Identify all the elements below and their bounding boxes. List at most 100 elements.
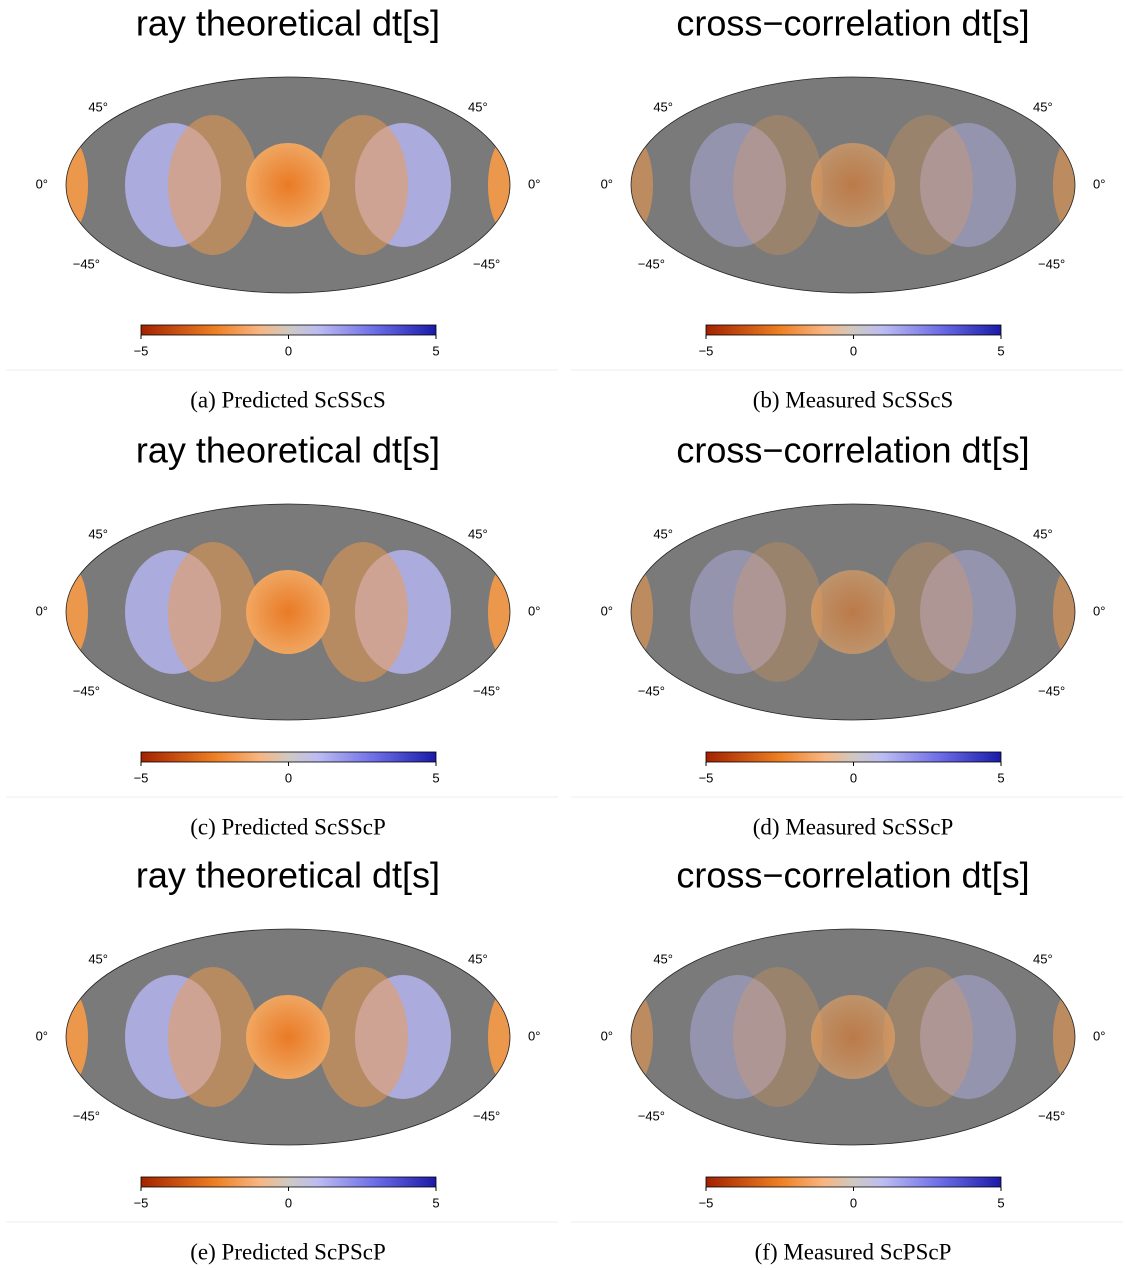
colorbar-tick-label: 0 (285, 770, 292, 785)
colorbar-tick-label: 0 (850, 770, 857, 785)
ring-patch (168, 115, 258, 255)
panel-caption: (d) Measured ScSScP (753, 814, 954, 839)
latitude-label: 0° (528, 603, 540, 618)
ring-patch (318, 542, 408, 682)
colorbar (141, 752, 436, 762)
latitude-label: 45° (88, 99, 108, 114)
panel-title: ray theoretical dt[s] (136, 3, 440, 44)
latitude-label: −45° (473, 256, 500, 271)
latitude-label: 45° (1033, 951, 1053, 966)
panel-title: ray theoretical dt[s] (136, 430, 440, 471)
latitude-label: 0° (528, 176, 540, 191)
colorbar-tick-label: 5 (432, 343, 439, 358)
colorbar-tick-label: −5 (134, 770, 149, 785)
map (44, 929, 532, 1145)
figure: ray theoretical dt[s] 45° 45° 0° 0° −45° −45° −… (0, 0, 1126, 1270)
latitude-label: 0° (528, 1028, 540, 1043)
ring-patch (168, 542, 258, 682)
latitude-label: 0° (601, 603, 613, 618)
panel: ray theoretical dt[s] 45° 45° 0° 0° −45° −45° −… (6, 3, 558, 413)
colorbar-tick-label: 5 (432, 1195, 439, 1210)
latitude-label: −45° (473, 1108, 500, 1123)
latitude-label: 0° (1093, 176, 1105, 191)
latitude-label: −45° (638, 256, 665, 271)
center-patch (811, 570, 895, 654)
latitude-label: 0° (36, 603, 48, 618)
latitude-label: −45° (1038, 256, 1065, 271)
ring-patch (733, 967, 823, 1107)
latitude-label: −45° (73, 1108, 100, 1123)
colorbar (706, 1177, 1001, 1187)
ring-patch (318, 967, 408, 1107)
colorbar-tick-label: −5 (699, 770, 714, 785)
latitude-label: 45° (1033, 99, 1053, 114)
center-patch (246, 995, 330, 1079)
colorbar-tick-label: 5 (997, 1195, 1004, 1210)
colorbar (706, 325, 1001, 335)
panel: ray theoretical dt[s]45°45°0°0°−45°−45°−… (6, 430, 558, 840)
center-patch (246, 570, 330, 654)
latitude-label: 45° (653, 951, 673, 966)
latitude-label: 45° (468, 99, 488, 114)
map (609, 77, 1097, 293)
panel-caption: (f) Measured ScPScP (755, 1239, 952, 1264)
latitude-label: −45° (638, 1108, 665, 1123)
ring-patch (883, 542, 973, 682)
latitude-label: 45° (653, 99, 673, 114)
map (609, 504, 1097, 720)
center-patch (811, 143, 895, 227)
panel: ray theoretical dt[s] 45° 45° 0° 0° −45° −45° −… (6, 855, 558, 1265)
panel-title: cross−correlation dt[s] (676, 3, 1029, 44)
ring-patch (883, 115, 973, 255)
ring-patch (168, 967, 258, 1107)
panel: cross−correlation dt[s]45°45°0°0°−45°−45… (571, 430, 1123, 840)
latitude-label: −45° (638, 683, 665, 698)
panel-title: ray theoretical dt[s] (136, 855, 440, 896)
colorbar-tick-label: 0 (850, 343, 857, 358)
colorbar-tick-label: −5 (134, 343, 149, 358)
colorbar-tick-label: 5 (997, 770, 1004, 785)
latitude-label: −45° (1038, 683, 1065, 698)
ring-patch (883, 967, 973, 1107)
latitude-label: 45° (88, 951, 108, 966)
map (44, 504, 532, 720)
center-patch (811, 995, 895, 1079)
panel-title: cross−correlation dt[s] (676, 855, 1029, 896)
ring-patch (318, 115, 408, 255)
latitude-label: −45° (73, 256, 100, 271)
colorbar-tick-label: −5 (699, 343, 714, 358)
panel: cross−correlation dt[s] 45° 45° 0° 0° −45° −45… (571, 3, 1123, 413)
colorbar (141, 1177, 436, 1187)
latitude-label: 0° (36, 176, 48, 191)
colorbar-tick-label: 0 (285, 1195, 292, 1210)
panel: cross−correlation dt[s] 45° 45° 0° 0° −45° −45… (571, 855, 1123, 1265)
latitude-label: −45° (73, 683, 100, 698)
colorbar-tick-label: 5 (997, 343, 1004, 358)
latitude-label: 0° (601, 176, 613, 191)
panel-caption: (e) Predicted ScPScP (190, 1239, 385, 1264)
latitude-label: 45° (1033, 526, 1053, 541)
panel-caption: (a) Predicted ScSScS (190, 387, 385, 412)
map (44, 77, 532, 293)
colorbar-tick-label: −5 (699, 1195, 714, 1210)
latitude-label: 0° (601, 1028, 613, 1043)
ring-patch (733, 542, 823, 682)
ring-patch (733, 115, 823, 255)
colorbar-tick-label: 5 (432, 770, 439, 785)
colorbar-tick-label: −5 (134, 1195, 149, 1210)
panel-caption: (b) Measured ScSScS (753, 387, 954, 412)
latitude-label: 45° (88, 526, 108, 541)
panel-caption: (c) Predicted ScSScP (190, 814, 385, 839)
panel-title: cross−correlation dt[s] (676, 430, 1029, 471)
latitude-label: 0° (36, 1028, 48, 1043)
latitude-label: 0° (1093, 1028, 1105, 1043)
colorbar-tick-label: 0 (850, 1195, 857, 1210)
latitude-label: 45° (468, 951, 488, 966)
map (609, 929, 1097, 1145)
latitude-label: 45° (653, 526, 673, 541)
latitude-label: −45° (1038, 1108, 1065, 1123)
latitude-label: −45° (473, 683, 500, 698)
colorbar (141, 325, 436, 335)
center-patch (246, 143, 330, 227)
colorbar (706, 752, 1001, 762)
